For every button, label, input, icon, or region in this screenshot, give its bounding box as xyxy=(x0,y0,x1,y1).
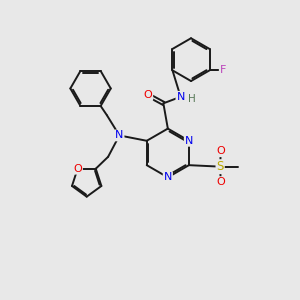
Text: N: N xyxy=(164,172,172,182)
Text: O: O xyxy=(143,90,152,100)
Text: O: O xyxy=(216,146,225,156)
Text: O: O xyxy=(216,177,225,187)
Text: H: H xyxy=(188,94,196,104)
Text: S: S xyxy=(217,160,224,173)
Text: N: N xyxy=(185,136,193,146)
Text: N: N xyxy=(176,92,185,102)
Text: O: O xyxy=(73,164,82,174)
Text: F: F xyxy=(220,65,226,75)
Text: N: N xyxy=(115,130,124,140)
